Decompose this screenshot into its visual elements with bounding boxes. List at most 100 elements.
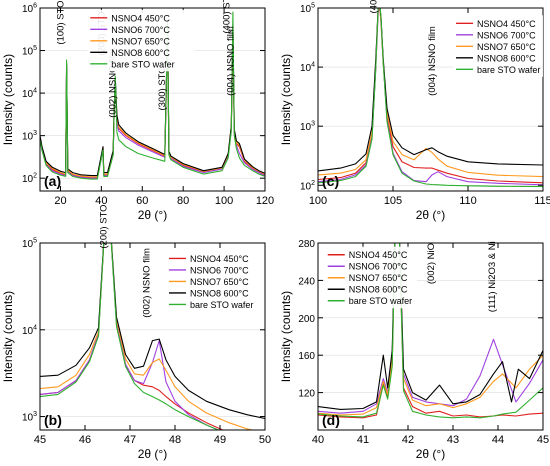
y-tick-label: 105 [300, 3, 315, 16]
chart-panel: 100 105 110 115 102 103 104 105 2θ (°) Intensity … [279, 0, 550, 222]
peak-annotation: (100) STO [56, 0, 67, 44]
y-axis-label: Intensity (counts) [1, 54, 15, 145]
series-line [40, 11, 265, 180]
y-tick-label: 104 [22, 324, 37, 337]
x-axis-label: 2θ (°) [138, 447, 167, 461]
x-tick-label: 43 [447, 434, 459, 446]
x-tick-label: 45 [537, 434, 549, 446]
legend-entry: NSNO6 700°C [111, 25, 170, 35]
x-tick-label: 47 [124, 434, 136, 446]
legend-entry: bare STO wafer [477, 65, 540, 75]
legend-entry: NSNO6 700°C [349, 262, 408, 272]
x-tick-label: 42 [402, 434, 414, 446]
x-tick-label: 20 [54, 195, 66, 207]
peak-annotation: (002) NiO [426, 243, 437, 284]
chart-panel: 40 41 42 43 44 45 120 160 200 240 280 2θ (°) Intensi… [279, 239, 549, 461]
x-tick-label: 41 [357, 434, 369, 446]
peak-annotation: (002) NSNO film [142, 248, 153, 318]
peak-annotation: (004) NSNO film [427, 26, 438, 96]
y-tick-label: 104 [300, 62, 315, 75]
y-tick-label: 106 [22, 3, 37, 16]
x-tick-label: 44 [492, 434, 504, 446]
legend-entry: bare STO wafer [111, 59, 174, 69]
legend-entry: NSNO8 600°C [477, 53, 536, 63]
series-line [40, 243, 220, 430]
x-tick-label: 45 [34, 434, 46, 446]
series-group [40, 11, 265, 180]
peak-annotation: (400) STO [221, 0, 232, 34]
legend-entry: NSNO7 650°C [111, 36, 170, 46]
legend-entry: NSNO6 700°C [190, 265, 249, 275]
legend-entry: NSNO6 700°C [477, 30, 536, 40]
x-tick-label: 120 [256, 195, 274, 207]
series-line [318, 243, 543, 410]
legend-entry: NSNO4 450°C [111, 13, 170, 23]
x-tick-label: 40 [312, 434, 324, 446]
peak-annotation: (004) NSNO film [225, 26, 236, 96]
y-tick-label: 104 [22, 88, 37, 101]
legend-entry: NSNO8 600°C [190, 288, 249, 298]
plot-frame [39, 242, 266, 431]
series-line [318, 243, 543, 419]
x-tick-label: 60 [136, 195, 148, 207]
plot-frame [39, 7, 266, 192]
x-tick-label: 100 [309, 195, 327, 207]
x-tick-label: 48 [169, 434, 181, 446]
legend-entry: NSNO7 650°C [190, 277, 249, 287]
series-line [318, 8, 543, 172]
peak-annotation: (300) STO [157, 66, 168, 110]
y-tick-label: 105 [22, 45, 37, 58]
panel-label: (c) [322, 173, 339, 189]
legend-entry: NSNO4 450°C [349, 250, 408, 260]
series-line [318, 8, 543, 178]
x-tick-label: 80 [177, 195, 189, 207]
legend-entry: NSNO4 450°C [477, 19, 536, 29]
y-tick-label: 280 [298, 239, 315, 250]
x-tick-label: 49 [214, 434, 226, 446]
y-tick-label: 200 [298, 314, 315, 325]
legend-entry: NSNO7 650°C [477, 42, 536, 52]
y-axis-label: Intensity (counts) [279, 291, 293, 382]
x-tick-label: 110 [459, 195, 477, 207]
legend-entry: NSNO8 600°C [349, 285, 408, 295]
legend-entry: bare STO wafer [190, 300, 253, 310]
plot-frame [317, 7, 544, 192]
panel-label: (b) [44, 412, 62, 428]
series-line [40, 243, 265, 420]
peak-annotation: (200) STO [99, 204, 110, 248]
y-axis-label: Intensity (counts) [1, 291, 15, 382]
x-tick-label: 46 [79, 434, 91, 446]
y-tick-label: 103 [22, 411, 37, 424]
x-tick-label: 100 [215, 195, 233, 207]
x-tick-label: 40 [95, 195, 107, 207]
panel-label: (a) [44, 173, 61, 189]
chart-panel: 45 46 47 48 49 50 103 104 105 2θ (°) Intensity (co… [1, 204, 271, 461]
series-line [40, 243, 255, 430]
legend-entry: NSNO8 600°C [111, 48, 170, 58]
x-axis-label: 2θ (°) [416, 447, 445, 461]
legend-entry: NSNO4 450°C [190, 254, 249, 264]
peak-annotation: (111) Ni2O3 & Ni [487, 241, 498, 312]
series-group [40, 243, 265, 430]
x-tick-label: 115 [534, 195, 550, 207]
y-tick-label: 160 [298, 351, 315, 362]
y-tick-label: 240 [298, 276, 315, 287]
series-group [318, 8, 543, 188]
peak-annotation: (002) NSNO film [108, 48, 119, 118]
series-line [318, 243, 543, 416]
legend-entry: bare STO wafer [349, 296, 412, 306]
legend-entry: NSNO7 650°C [349, 273, 408, 283]
x-axis-label: 2θ (°) [138, 208, 167, 222]
y-tick-label: 105 [22, 238, 37, 251]
y-tick-label: 102 [300, 180, 315, 193]
y-tick-label: 103 [22, 130, 37, 143]
x-axis-label: 2θ (°) [416, 208, 445, 222]
chart-panel: 20 40 60 80 100 120 102 103 104 105 106 2θ (°) Inten… [1, 0, 274, 222]
series-line [318, 8, 543, 188]
panel-label: (d) [322, 412, 340, 428]
y-tick-label: 102 [22, 173, 37, 186]
y-axis-label: Intensity (counts) [279, 54, 293, 145]
y-tick-label: 103 [300, 121, 315, 134]
series-group [318, 243, 543, 419]
